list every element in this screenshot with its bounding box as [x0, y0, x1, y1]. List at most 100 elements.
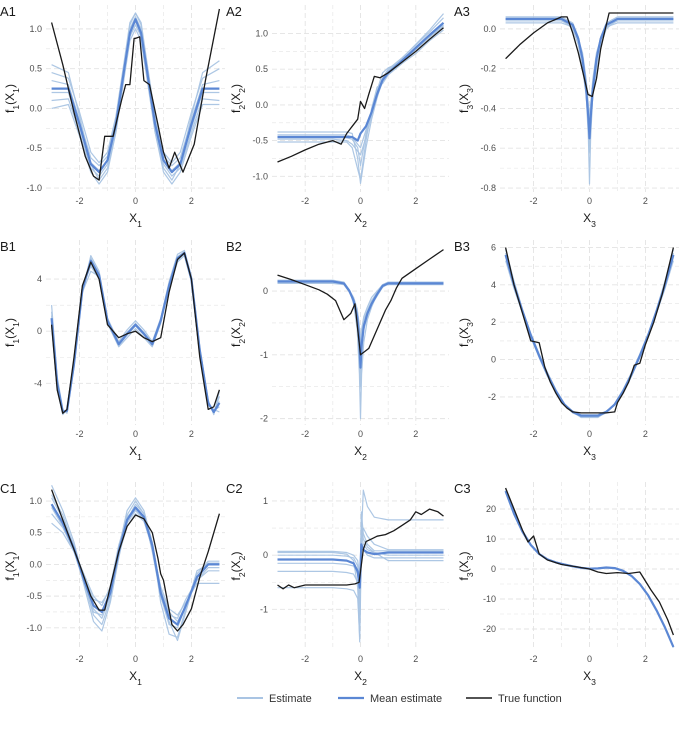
x-axis-label: X2	[354, 444, 367, 462]
y-tick-label: -0.5	[26, 591, 42, 601]
x-tick-label: 0	[358, 196, 363, 206]
panel-label: A3	[454, 4, 470, 19]
x-tick-label: 2	[189, 196, 194, 206]
x-tick-label: 2	[643, 654, 648, 664]
y-tick-label: -0.5	[26, 143, 42, 153]
y-tick-label: -20	[483, 624, 496, 634]
y-axis-label: f3(X3)	[457, 552, 475, 581]
x-tick-label: 0	[587, 654, 592, 664]
true-function-line	[277, 508, 444, 590]
y-tick-label: 0.0	[29, 103, 42, 113]
x-tick-label: 2	[189, 654, 194, 664]
panel-label: B1	[0, 239, 16, 254]
panel-b1: -2 0 2 -4 0 4 B1 X1 f1(X1)	[0, 239, 225, 462]
x-tick-label: 2	[189, 429, 194, 439]
mean-estimate-line	[505, 17, 674, 140]
panel-b3: -2 0 2 -2 0 2 4 6 B3 X3 f3(X3)	[454, 239, 679, 462]
legend: Estimate Mean estimate True function	[237, 693, 562, 705]
true-function-line	[277, 249, 444, 356]
x-tick-label: -2	[76, 196, 84, 206]
x-tick-label: -2	[301, 196, 309, 206]
legend-label-true-function: True function	[498, 693, 562, 705]
y-tick-label: 0.5	[29, 64, 42, 74]
x-tick-label: 2	[413, 429, 418, 439]
panel-label: A2	[226, 4, 242, 19]
y-tick-label: -0.2	[480, 64, 496, 74]
mean-estimate-line	[277, 280, 444, 369]
x-axis-label: X3	[583, 444, 596, 462]
y-axis-label: f3(X3)	[457, 318, 475, 347]
x-axis-label: X3	[583, 211, 596, 229]
x-tick-label: 0	[133, 654, 138, 664]
y-tick-label: 1	[263, 496, 268, 506]
y-tick-label: 1.0	[29, 24, 42, 34]
mean-estimate-line	[277, 21, 445, 142]
y-tick-label: -1	[260, 604, 268, 614]
true-function-line	[504, 247, 675, 414]
estimate-line	[277, 29, 444, 181]
y-tick-label: -0.4	[480, 103, 496, 113]
true-function-line	[50, 489, 221, 632]
y-tick-label: -2	[260, 414, 268, 424]
y-tick-label: -1.0	[26, 183, 42, 193]
true-function-line	[50, 252, 221, 414]
y-tick-label: 1.0	[29, 496, 42, 506]
y-axis-label: f1(X1)	[3, 318, 21, 347]
estimate-line	[277, 17, 444, 149]
y-tick-label: -4	[34, 378, 42, 388]
y-tick-label: -1	[260, 350, 268, 360]
y-tick-label: 4	[491, 280, 496, 290]
y-axis-label: f2(X2)	[229, 552, 247, 581]
x-tick-label: -2	[76, 429, 84, 439]
true-function-line	[277, 27, 444, 163]
y-tick-label: 0	[37, 326, 42, 336]
x-axis-label: X1	[129, 211, 142, 229]
panel-label: A1	[0, 4, 16, 19]
y-tick-label: 10	[486, 534, 496, 544]
series-group	[277, 13, 445, 184]
y-axis-label: f2(X2)	[229, 84, 247, 113]
panel-c2: -2 0 2 -1 0 1 C2 X2 f2(X2)	[226, 481, 449, 687]
y-tick-label: 0.0	[255, 100, 268, 110]
y-axis-label: f2(X2)	[229, 318, 247, 347]
y-tick-label: 0.0	[29, 559, 42, 569]
x-tick-label: -2	[301, 429, 309, 439]
y-tick-label: 0	[263, 286, 268, 296]
series-group	[505, 12, 674, 185]
y-tick-label: 20	[486, 504, 496, 514]
mean-estimate-line	[50, 503, 220, 626]
y-tick-label: -1.0	[252, 171, 268, 181]
y-axis-label: f1(X1)	[3, 552, 21, 581]
y-tick-label: 0	[263, 550, 268, 560]
y-tick-label: -0.6	[480, 143, 496, 153]
legend-label-estimate: Estimate	[269, 693, 312, 705]
x-tick-label: 0	[133, 196, 138, 206]
y-tick-label: 0.5	[255, 64, 268, 74]
x-tick-label: -2	[301, 654, 309, 664]
y-tick-label: 0	[491, 355, 496, 365]
x-axis-label: X1	[129, 444, 142, 462]
x-axis-label: X2	[354, 211, 367, 229]
y-tick-label: 2	[491, 317, 496, 327]
x-tick-label: 0	[358, 429, 363, 439]
x-tick-label: -2	[530, 654, 538, 664]
x-tick-label: -2	[530, 196, 538, 206]
panel-a2: -2 0 2 -1.0 -0.5 0.0 0.5 1.0 A2 X2 f2(X2)	[226, 4, 449, 229]
panel-c1: -2 0 2 -1.0 -0.5 0.0 0.5 1.0 C1 X1 f1(X1)	[0, 481, 225, 687]
y-axis-label: f3(X3)	[457, 84, 475, 113]
y-tick-label: 4	[37, 274, 42, 284]
panel-label: C3	[454, 481, 471, 496]
x-tick-label: 0	[358, 654, 363, 664]
panel-b2: -2 0 2 -2 -1 0 B2 X2 f2(X2)	[226, 239, 449, 462]
x-tick-label: 0	[587, 429, 592, 439]
x-tick-label: -2	[530, 429, 538, 439]
estimate-line	[51, 12, 220, 164]
y-tick-label: 0.0	[483, 24, 496, 34]
x-tick-label: 0	[133, 429, 138, 439]
estimate-line	[51, 16, 220, 167]
x-tick-label: 2	[643, 429, 648, 439]
x-tick-label: 2	[413, 196, 418, 206]
panel-label: C2	[226, 481, 243, 496]
